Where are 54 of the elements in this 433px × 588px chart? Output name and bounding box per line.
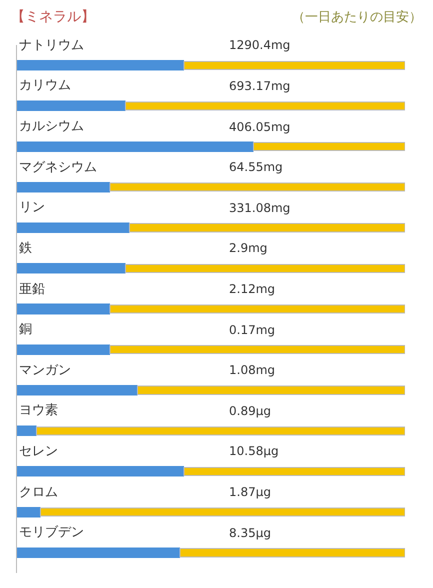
y-tick-label: セレン (19, 444, 58, 459)
bar (17, 506, 40, 518)
bar (40, 508, 405, 517)
annotation: 1.87μg (229, 485, 271, 499)
y-tick-label: カルシウム (19, 119, 84, 134)
bar (17, 263, 126, 274)
bar (136, 386, 405, 395)
annotation: 8.35μg (229, 526, 271, 540)
bar (17, 222, 130, 234)
annotation: 10.58μg (229, 444, 279, 458)
y-tick-label: マンガン (19, 363, 71, 378)
bar (110, 304, 405, 314)
annotation: 1290.4mg (229, 38, 290, 52)
y-tick-label: マグネシウム (19, 160, 97, 175)
bar (17, 344, 110, 355)
bar (17, 100, 126, 112)
y-tick-label: 亜鉛 (19, 282, 45, 297)
annotation: 406.05mg (229, 120, 290, 134)
bar (183, 466, 405, 476)
annotation: 0.17mg (229, 323, 276, 337)
annotation: 0.89μg (229, 404, 271, 418)
bar (125, 264, 405, 273)
bar (183, 60, 405, 70)
bar (17, 384, 138, 396)
y-tick-label: リン (19, 200, 45, 215)
y-tick-label: 鉄 (19, 241, 32, 256)
bar (17, 547, 180, 558)
bar (36, 426, 405, 436)
annotation: 331.08mg (229, 201, 290, 215)
annotation: 2.12mg (229, 282, 276, 296)
bar (129, 223, 405, 232)
y-tick-label: ナトリウム (19, 38, 84, 53)
bar (253, 142, 405, 152)
bar (17, 466, 184, 477)
bar (17, 141, 254, 152)
bar (17, 426, 36, 436)
bar (110, 345, 405, 354)
bar (17, 304, 110, 314)
bar (17, 60, 184, 71)
bar (179, 548, 405, 558)
y-tick-label: モリブデン (19, 525, 84, 540)
annotation: 693.17mg (229, 79, 290, 93)
y-tick-label: 銅 (19, 322, 32, 337)
bar (110, 182, 405, 192)
chart-subtitle: （一日あたりの目安） (292, 9, 422, 25)
y-tick-label: クロム (19, 485, 58, 500)
bar (125, 101, 405, 110)
annotation: 64.55mg (229, 160, 283, 174)
bar (17, 182, 110, 192)
y-tick-label: カリウム (19, 78, 71, 93)
chart-title: 【ミネラル】 (11, 9, 95, 25)
annotation: 1.08mg (229, 363, 276, 377)
y-tick-label: ヨウ素 (19, 403, 58, 418)
annotation: 2.9mg (229, 241, 268, 255)
